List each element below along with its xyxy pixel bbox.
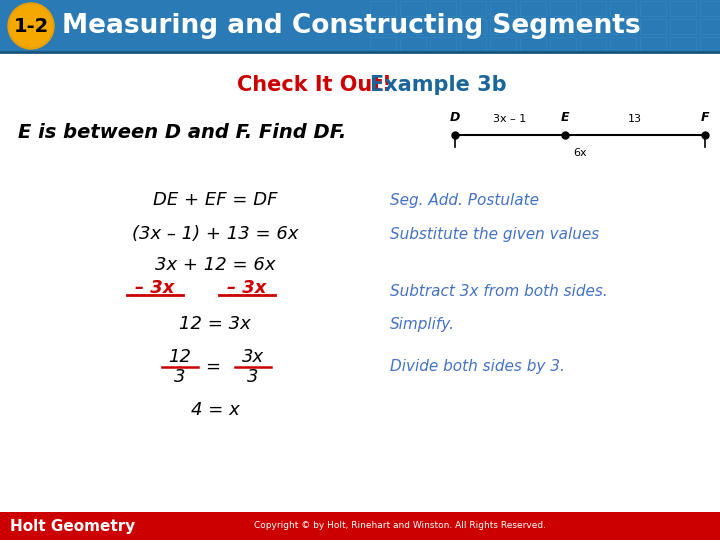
Text: Measuring and Constructing Segments: Measuring and Constructing Segments: [62, 13, 641, 39]
Text: 12: 12: [168, 348, 192, 366]
Text: =: =: [205, 358, 220, 376]
Text: Simplify.: Simplify.: [390, 316, 455, 332]
Bar: [430, 1, 456, 16]
Bar: [400, 19, 426, 34]
Bar: [430, 19, 456, 34]
Bar: [580, 19, 606, 34]
Text: 13: 13: [628, 114, 642, 124]
Bar: [580, 37, 606, 52]
Bar: [550, 19, 576, 34]
Text: 3: 3: [247, 368, 258, 386]
Bar: [670, 19, 696, 34]
Text: E is between D and F. Find DF.: E is between D and F. Find DF.: [18, 123, 346, 141]
Bar: [370, 19, 396, 34]
Bar: [460, 1, 486, 16]
Text: (3x – 1) + 13 = 6x: (3x – 1) + 13 = 6x: [132, 225, 298, 243]
Bar: [400, 37, 426, 52]
Text: 1-2: 1-2: [14, 17, 49, 36]
Text: 3x + 12 = 6x: 3x + 12 = 6x: [155, 256, 275, 274]
Bar: [520, 37, 546, 52]
Bar: [550, 37, 576, 52]
Circle shape: [8, 3, 54, 49]
Bar: [670, 37, 696, 52]
Bar: [700, 19, 720, 34]
Bar: [580, 1, 606, 16]
Text: Subtract 3x from both sides.: Subtract 3x from both sides.: [390, 285, 608, 300]
FancyBboxPatch shape: [0, 512, 720, 540]
Text: Divide both sides by 3.: Divide both sides by 3.: [390, 360, 565, 375]
Bar: [610, 1, 636, 16]
Text: 3x: 3x: [242, 348, 264, 366]
Text: Holt Geometry: Holt Geometry: [10, 518, 135, 534]
Bar: [640, 19, 666, 34]
Text: – 3x: – 3x: [135, 279, 175, 297]
Text: 3: 3: [174, 368, 186, 386]
Text: Seg. Add. Postulate: Seg. Add. Postulate: [390, 192, 539, 207]
Bar: [370, 1, 396, 16]
Bar: [670, 1, 696, 16]
Text: 4 = x: 4 = x: [191, 401, 239, 419]
Bar: [700, 1, 720, 16]
Bar: [490, 19, 516, 34]
Bar: [460, 37, 486, 52]
Bar: [460, 19, 486, 34]
Bar: [490, 1, 516, 16]
Bar: [550, 1, 576, 16]
Text: D: D: [450, 111, 460, 124]
Bar: [490, 37, 516, 52]
Text: DE + EF = DF: DE + EF = DF: [153, 191, 277, 209]
Bar: [610, 19, 636, 34]
Bar: [640, 37, 666, 52]
Bar: [400, 1, 426, 16]
Bar: [430, 37, 456, 52]
Text: Substitute the given values: Substitute the given values: [390, 226, 599, 241]
Text: Copyright © by Holt, Rinehart and Winston. All Rights Reserved.: Copyright © by Holt, Rinehart and Winsto…: [254, 522, 546, 530]
Bar: [700, 37, 720, 52]
Text: Check It Out!: Check It Out!: [237, 75, 392, 95]
Text: E: E: [561, 111, 570, 124]
Circle shape: [10, 5, 52, 47]
Bar: [640, 1, 666, 16]
Text: F: F: [701, 111, 709, 124]
Text: – 3x: – 3x: [228, 279, 266, 297]
Bar: [370, 37, 396, 52]
Bar: [520, 19, 546, 34]
Bar: [610, 37, 636, 52]
Text: 3x – 1: 3x – 1: [493, 114, 526, 124]
Text: 12 = 3x: 12 = 3x: [179, 315, 251, 333]
Text: 6x: 6x: [573, 148, 587, 158]
Text: Example 3b: Example 3b: [370, 75, 507, 95]
Bar: [520, 1, 546, 16]
FancyBboxPatch shape: [0, 0, 720, 52]
